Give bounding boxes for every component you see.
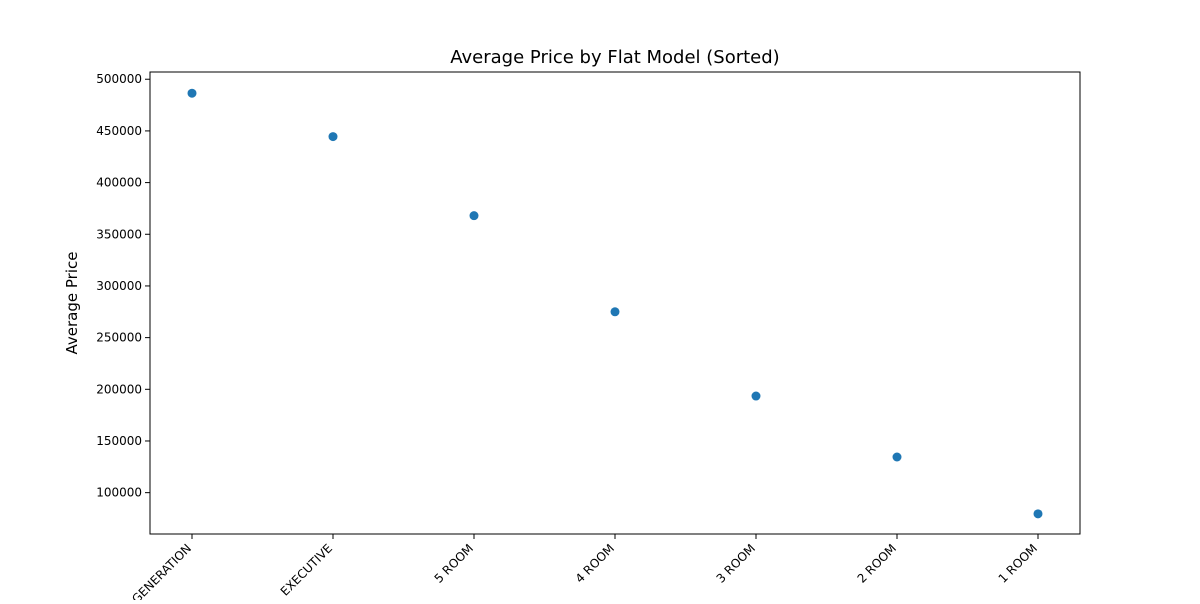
data-point (1033, 509, 1043, 519)
data-point (751, 391, 761, 401)
y-tick-label: 400000 (96, 176, 142, 190)
data-point (892, 452, 902, 462)
y-tick-label: 250000 (96, 331, 142, 345)
data-point (610, 307, 620, 317)
data-point (187, 88, 197, 98)
y-tick-label: 100000 (96, 486, 142, 500)
y-tick-label: 350000 (96, 227, 142, 241)
data-point (328, 132, 338, 142)
y-tick-label: 300000 (96, 279, 142, 293)
data-point (469, 211, 479, 221)
y-tick-label: 500000 (96, 72, 142, 86)
y-tick-label: 150000 (96, 434, 142, 448)
y-tick-label: 200000 (96, 382, 142, 396)
y-tick-label: 450000 (96, 124, 142, 138)
chart-title: Average Price by Flat Model (Sorted) (450, 47, 779, 68)
y-axis-label: Average Price (63, 252, 81, 355)
